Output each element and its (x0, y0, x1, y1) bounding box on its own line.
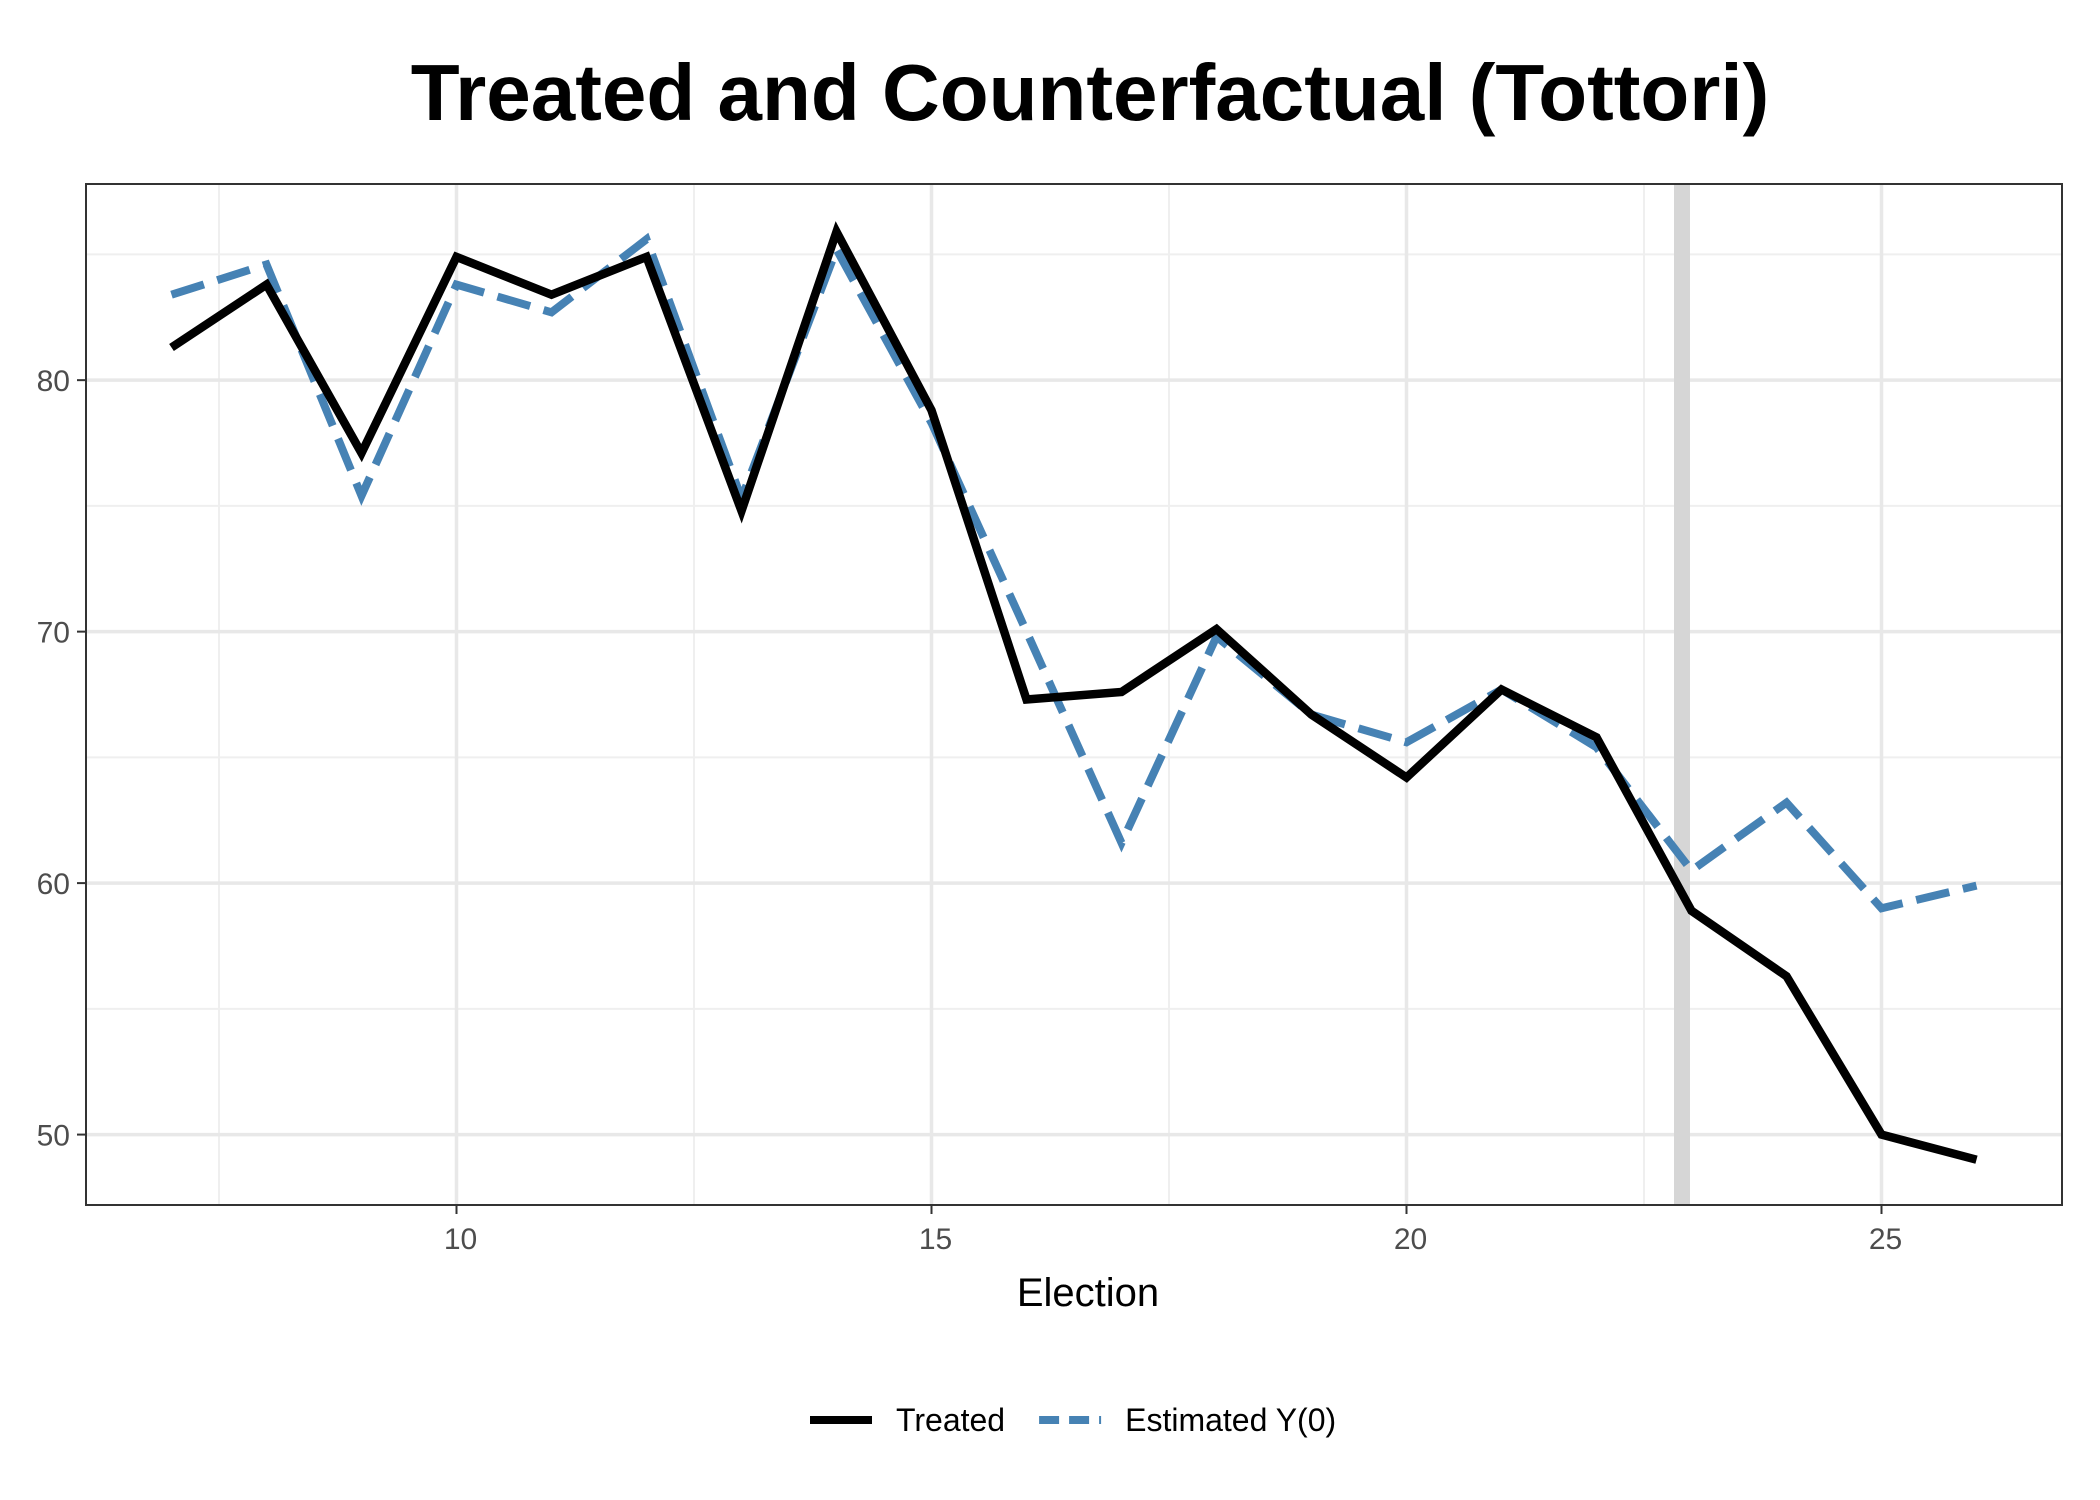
series-line-estimated-y-0 (170, 232, 1978, 913)
y-tick-label: 80 (37, 365, 70, 398)
legend-label-estimated-y-0: Estimated Y(0) (1125, 1402, 1336, 1438)
y-tick-label: 70 (37, 617, 70, 650)
legend: Treated Estimated Y(0) (810, 1402, 1336, 1438)
chart-title: Treated and Counterfactual (Tottori) (411, 48, 1770, 137)
legend-label-treated: Treated (896, 1402, 1005, 1438)
y-tick-label: 60 (37, 868, 70, 901)
x-axis-title: Election (1017, 1271, 1159, 1315)
x-tick-label: 20 (1394, 1223, 1427, 1256)
x-tick-label: 10 (444, 1223, 477, 1256)
series-line-treated (169, 221, 1978, 1164)
x-tick-label: 15 (919, 1223, 952, 1256)
plot-border (85, 183, 2063, 1206)
x-tick-label: 25 (1869, 1223, 1902, 1256)
plot-area: 10 15 20 25 50 60 70 80 (37, 183, 2063, 1256)
y-tick-label: 50 (37, 1120, 70, 1153)
